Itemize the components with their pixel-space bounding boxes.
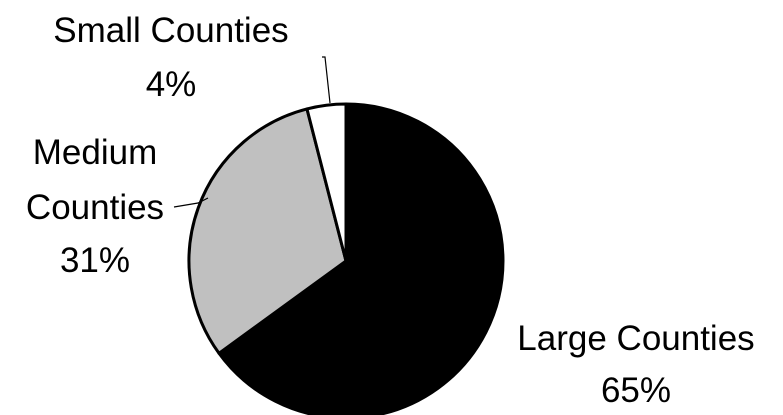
- slice-label-small-counties: Small Counties: [53, 11, 288, 50]
- slice-label-large-counties: Large Counties: [517, 319, 754, 358]
- slice-value-medium-counties: 31%: [60, 241, 130, 280]
- pie-slices: [187, 102, 505, 415]
- slice-label-medium-counties-line1: Medium: [33, 133, 157, 172]
- leader-lines: [173, 56, 331, 208]
- slice-value-small-counties: 4%: [146, 65, 197, 104]
- pie-slice-medium-counties: [187, 107, 348, 355]
- leader-line-small-counties: [322, 56, 331, 104]
- slice-value-large-counties: 65%: [601, 371, 671, 410]
- slice-label-medium-counties-line2: Counties: [26, 188, 164, 227]
- pie-slice-large-counties: [217, 102, 505, 415]
- pie-slice-small-counties: [305, 102, 348, 263]
- leader-line-medium-counties: [173, 197, 209, 208]
